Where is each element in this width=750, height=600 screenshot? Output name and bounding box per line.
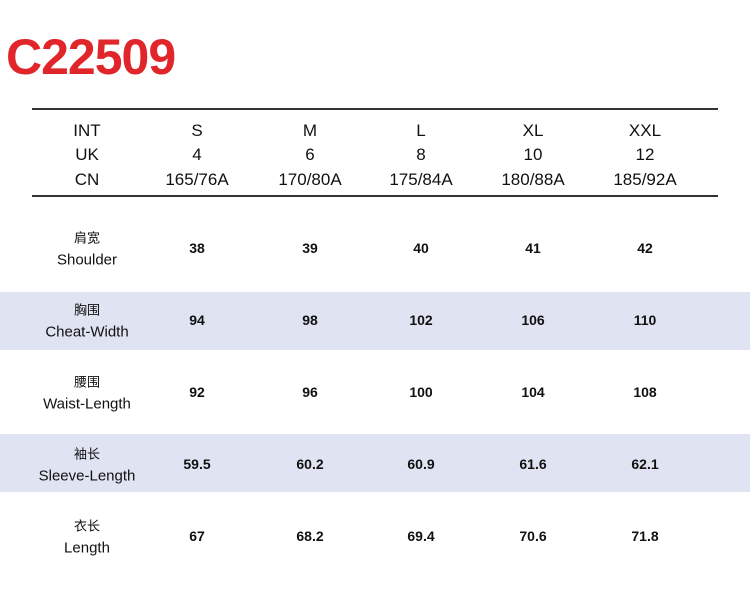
header-cell: 4 xyxy=(192,145,202,164)
header-cell: 6 xyxy=(305,145,315,164)
header-cell: XL xyxy=(522,121,544,140)
row-label-en: Sleeve-Length xyxy=(38,467,136,485)
header-cell: 10 xyxy=(523,145,543,164)
value-cell: 62.1 xyxy=(631,456,659,472)
value-cell: 39 xyxy=(302,240,318,256)
value-cell: 60.9 xyxy=(407,456,435,472)
header-cell: M xyxy=(302,121,318,140)
header-cell: XXL xyxy=(628,121,662,140)
row-label-en: Cheat-Width xyxy=(45,323,129,341)
value-cell: 98 xyxy=(302,312,318,328)
row-label-zh: 肩宽 xyxy=(73,230,101,246)
header-cell: 170/80A xyxy=(278,170,342,189)
header-cell: 165/76A xyxy=(165,170,229,189)
value-cell: 60.2 xyxy=(296,456,324,472)
value-cell: 108 xyxy=(633,384,657,400)
rule xyxy=(32,195,718,197)
row-label-en: Length xyxy=(64,539,110,557)
value-cell: 106 xyxy=(521,312,545,328)
value-cell: 110 xyxy=(633,312,657,328)
value-cell: 71.8 xyxy=(631,528,659,544)
header-cell: L xyxy=(416,121,426,140)
header-cell: 180/88A xyxy=(501,170,565,189)
value-cell: 70.6 xyxy=(519,528,547,544)
value-cell: 42 xyxy=(637,240,653,256)
value-cell: 102 xyxy=(409,312,433,328)
row-label-zh: 衣长 xyxy=(73,518,101,534)
header-label: INT xyxy=(73,121,101,140)
value-cell: 38 xyxy=(189,240,205,256)
value-cell: 104 xyxy=(521,384,545,400)
value-cell: 68.2 xyxy=(296,528,324,544)
row-band xyxy=(0,292,750,350)
value-cell: 69.4 xyxy=(407,528,435,544)
title: C22509 xyxy=(6,29,176,85)
header-label: UK xyxy=(75,145,99,164)
row-band xyxy=(0,434,750,492)
header-cell: 175/84A xyxy=(389,170,453,189)
value-cell: 94 xyxy=(189,312,205,328)
row-label-en: Waist-Length xyxy=(43,395,131,413)
header-cell: 12 xyxy=(635,145,655,164)
value-cell: 41 xyxy=(525,240,541,256)
row-label-zh: 袖长 xyxy=(73,446,101,462)
rule xyxy=(32,108,718,110)
value-cell: 96 xyxy=(302,384,318,400)
row-label-en: Shoulder xyxy=(56,251,118,269)
header-label: CN xyxy=(74,170,100,189)
value-cell: 67 xyxy=(189,528,205,544)
header-cell: 8 xyxy=(416,145,426,164)
value-cell: 61.6 xyxy=(519,456,547,472)
row-label-zh: 胸围 xyxy=(73,302,101,318)
header-cell: 185/92A xyxy=(613,170,677,189)
header-cell: S xyxy=(191,121,203,140)
value-cell: 59.5 xyxy=(183,456,211,472)
value-cell: 100 xyxy=(409,384,433,400)
value-cell: 92 xyxy=(189,384,205,400)
value-cell: 40 xyxy=(413,240,429,256)
row-label-zh: 腰围 xyxy=(73,374,101,390)
